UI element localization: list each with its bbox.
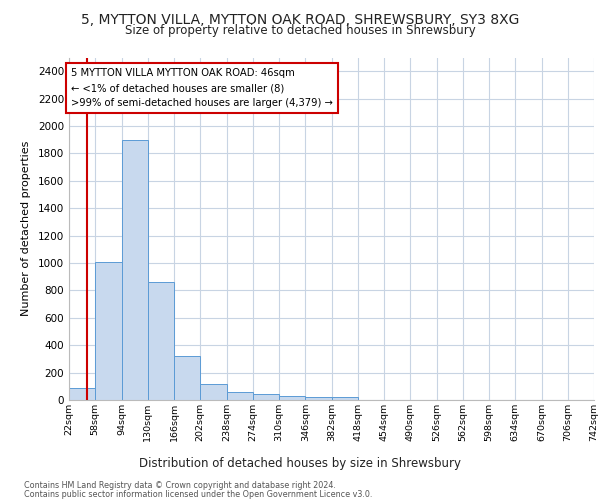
Bar: [148, 282, 174, 400]
Bar: [69, 388, 95, 400]
Text: 5, MYTTON VILLA, MYTTON OAK ROAD, SHREWSBURY, SY3 8XG: 5, MYTTON VILLA, MYTTON OAK ROAD, SHREWS…: [81, 13, 519, 27]
Bar: [253, 394, 279, 400]
Bar: [174, 356, 200, 400]
Bar: [121, 140, 148, 400]
Text: Contains public sector information licensed under the Open Government Licence v3: Contains public sector information licen…: [24, 490, 373, 499]
Bar: [95, 262, 121, 400]
Bar: [200, 384, 227, 400]
Text: 5 MYTTON VILLA MYTTON OAK ROAD: 46sqm
← <1% of detached houses are smaller (8)
>: 5 MYTTON VILLA MYTTON OAK ROAD: 46sqm ← …: [71, 68, 333, 108]
Text: Distribution of detached houses by size in Shrewsbury: Distribution of detached houses by size …: [139, 458, 461, 470]
Bar: [279, 396, 305, 400]
Bar: [331, 398, 358, 400]
Text: Size of property relative to detached houses in Shrewsbury: Size of property relative to detached ho…: [125, 24, 475, 37]
Bar: [227, 392, 253, 400]
Text: Contains HM Land Registry data © Crown copyright and database right 2024.: Contains HM Land Registry data © Crown c…: [24, 481, 336, 490]
Bar: [305, 398, 331, 400]
Y-axis label: Number of detached properties: Number of detached properties: [21, 141, 31, 316]
